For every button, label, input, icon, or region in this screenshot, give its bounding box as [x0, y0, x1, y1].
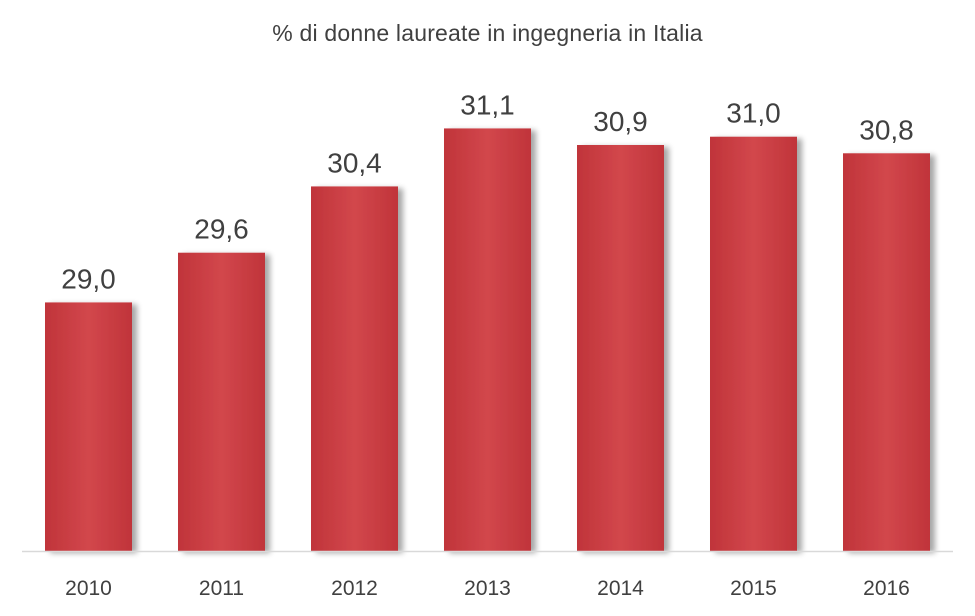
chart-title: % di donne laureate in ingegneria in Ita…	[272, 20, 703, 46]
x-tick-label-2011: 2011	[199, 577, 244, 600]
x-tick-label-2016: 2016	[863, 577, 910, 600]
data-label-2014: 30,9	[593, 106, 648, 137]
bar-2014	[577, 145, 664, 551]
x-tick-label-2013: 2013	[464, 577, 511, 600]
x-tick-label-2015: 2015	[730, 577, 777, 600]
bar-2015	[710, 136, 797, 551]
x-tick-label-2012: 2012	[331, 577, 378, 600]
bar-2012	[311, 186, 398, 551]
data-label-2016: 30,8	[859, 114, 914, 145]
labels-layer: 29,0 29,6 30,4 31,1 30,9 31,0 30,8	[61, 89, 914, 294]
data-label-2011: 29,6	[194, 214, 249, 245]
data-label-2012: 30,4	[327, 147, 382, 178]
bar-2016	[843, 153, 930, 552]
x-tick-label-2014: 2014	[597, 577, 644, 600]
data-label-2010: 29,0	[61, 263, 116, 294]
bars-layer	[45, 128, 930, 552]
x-tick-label-2010: 2010	[65, 577, 112, 600]
x-tick-labels: 2010 2011 2012 2013 2014 2015 2016	[65, 577, 910, 600]
bar-2010	[45, 302, 132, 551]
bar-2011	[178, 252, 265, 551]
data-label-2013: 31,1	[460, 89, 515, 120]
bar-2013	[444, 128, 531, 551]
data-label-2015: 31,0	[726, 98, 781, 129]
